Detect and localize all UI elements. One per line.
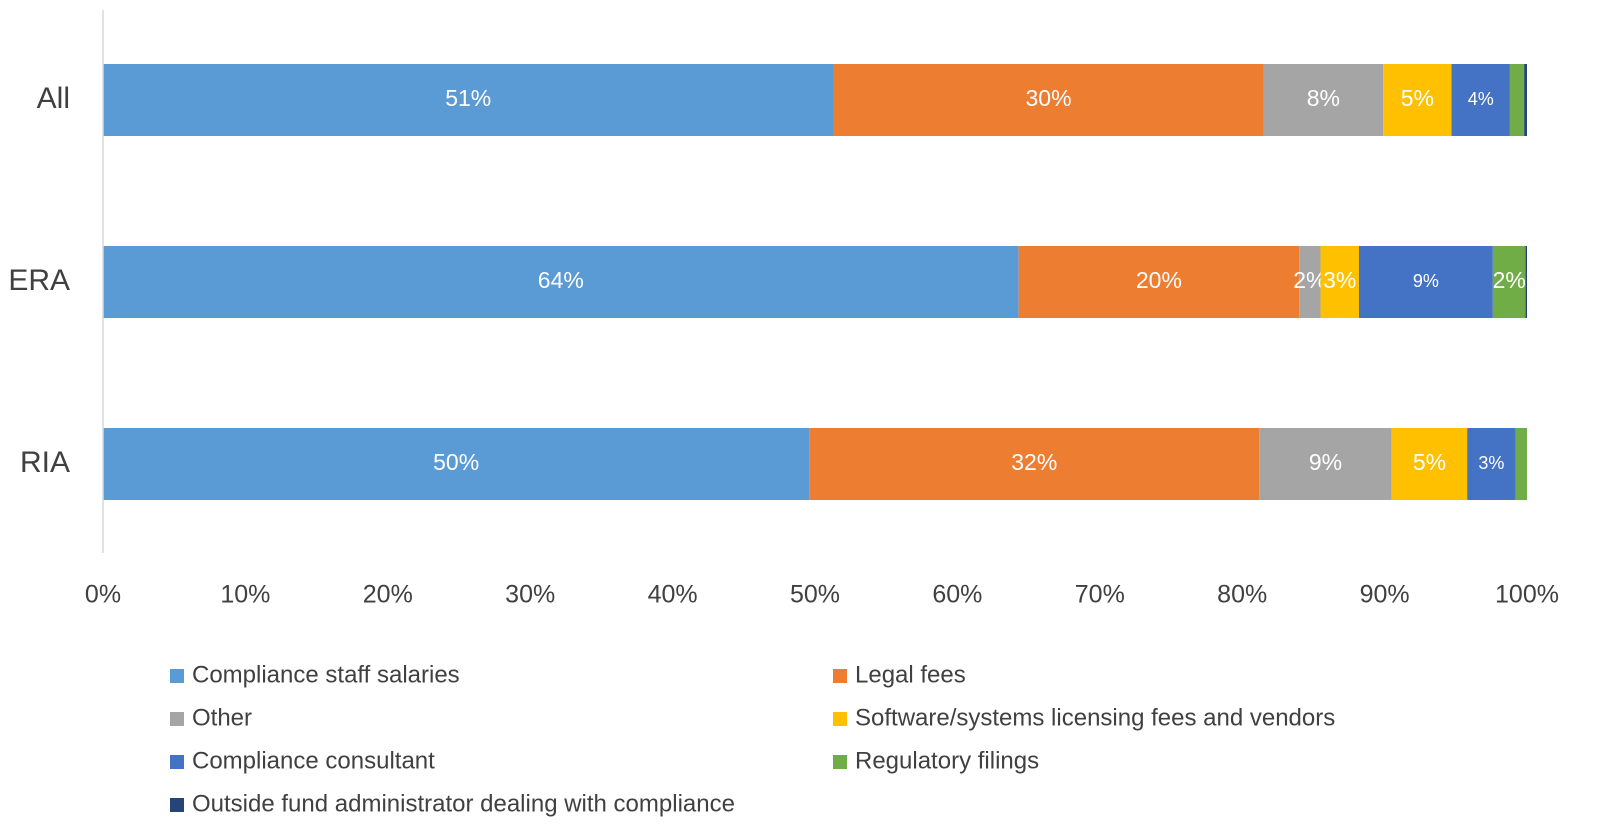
legend-swatch [170, 669, 184, 683]
x-tick-label: 90% [1360, 581, 1410, 609]
legend-label: Compliance consultant [192, 747, 435, 774]
data-label: 20% [1136, 267, 1182, 293]
bar-segment [1320, 246, 1359, 318]
x-tick-label: 60% [932, 581, 982, 609]
x-tick-label: 10% [220, 581, 270, 609]
legend-swatch [170, 712, 184, 726]
legend-label: Other [192, 704, 252, 731]
bar-segment [1358, 246, 1493, 318]
bar-segment [1263, 64, 1384, 136]
legend-label: Legal fees [855, 661, 966, 688]
y-tick-label: ERA [8, 264, 70, 297]
data-label: 51% [445, 85, 491, 111]
bar-segment [1391, 428, 1468, 500]
bar-segment [103, 428, 810, 500]
x-tick-label: 50% [790, 581, 840, 609]
bar-segment [103, 246, 1019, 318]
x-tick-label: 100% [1495, 581, 1559, 609]
bar-segment [1524, 64, 1527, 136]
legend-label: Regulatory filings [855, 747, 1039, 774]
bar-segment [1259, 428, 1392, 500]
x-tick-label: 40% [648, 581, 698, 609]
data-label: 4% [1468, 89, 1494, 109]
x-tick-label: 80% [1217, 581, 1267, 609]
bar-segment [1467, 428, 1516, 500]
bar-segment [1299, 246, 1321, 318]
data-label: 9% [1413, 271, 1439, 291]
legend-label: Software/systems licensing fees and vend… [855, 704, 1335, 731]
x-tick-label: 30% [505, 581, 555, 609]
bar-segment [1515, 428, 1527, 500]
bar-segment [1451, 64, 1510, 136]
bar-segment [1492, 246, 1526, 318]
bar-segment [1018, 246, 1300, 318]
data-label: 9% [1309, 449, 1342, 475]
data-label: 50% [433, 449, 479, 475]
bar-segment [1525, 246, 1527, 318]
bar-segment [809, 428, 1260, 500]
bar-segment [1509, 64, 1525, 136]
bar-segment [833, 64, 1264, 136]
y-tick-label: All [37, 82, 70, 115]
legend-swatch [170, 798, 184, 812]
data-label: 2% [1493, 267, 1526, 293]
data-label: 32% [1011, 449, 1057, 475]
x-tick-label: 20% [363, 581, 413, 609]
legend-label: Outside fund administrator dealing with … [192, 790, 735, 817]
data-label: 64% [538, 267, 584, 293]
data-label: 5% [1401, 85, 1434, 111]
data-label: 5% [1413, 449, 1446, 475]
legend-swatch [833, 712, 847, 726]
legend-label: Compliance staff salaries [192, 661, 460, 688]
y-tick-label: RIA [20, 446, 70, 479]
legend-swatch [833, 669, 847, 683]
data-label: 30% [1026, 85, 1072, 111]
bar-segment [103, 64, 834, 136]
x-tick-label: 70% [1075, 581, 1125, 609]
bar-segment [1383, 64, 1452, 136]
data-label: 8% [1307, 85, 1340, 111]
legend-swatch [170, 755, 184, 769]
legend-swatch [833, 755, 847, 769]
data-label: 3% [1323, 267, 1356, 293]
data-label: 3% [1478, 453, 1504, 473]
x-tick-label: 0% [85, 581, 121, 609]
